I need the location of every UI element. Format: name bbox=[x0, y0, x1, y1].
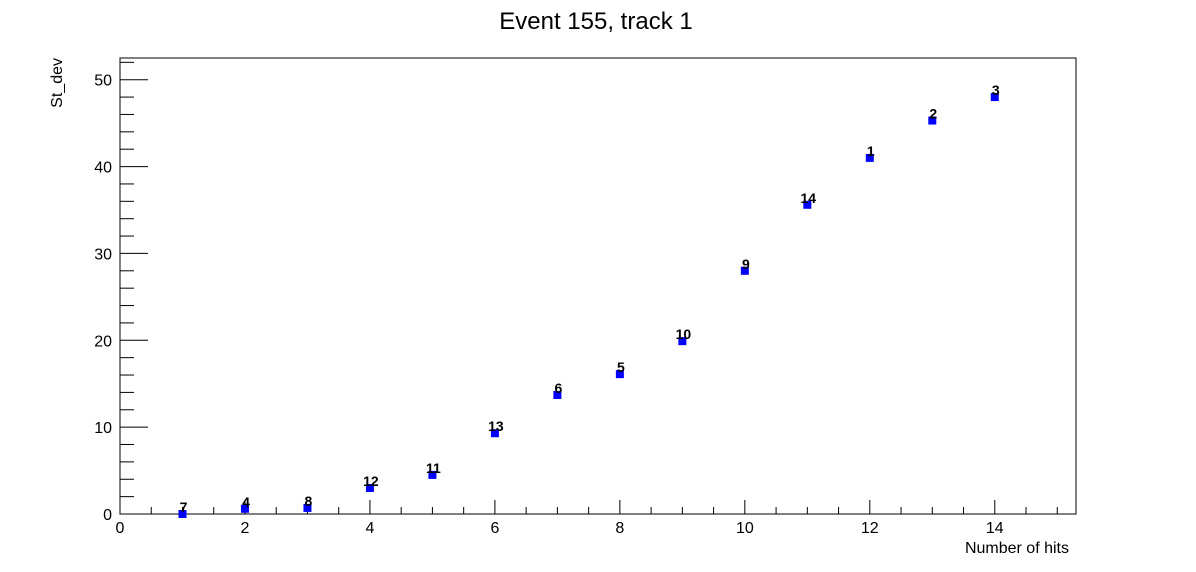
x-axis: 0 2 4 6 8 10 12 14 bbox=[116, 500, 1058, 537]
data-point bbox=[740, 266, 749, 275]
x-tick-label: 6 bbox=[490, 520, 499, 537]
data-point bbox=[678, 337, 687, 346]
data-point bbox=[240, 504, 249, 513]
data-point bbox=[990, 93, 999, 102]
y-tick-label: 0 bbox=[103, 507, 112, 524]
y-tick-label: 10 bbox=[94, 420, 112, 437]
data-point-label: 12 bbox=[363, 473, 379, 489]
data-point bbox=[803, 200, 812, 209]
x-tick-label: 0 bbox=[116, 520, 125, 537]
y-tick-label: 50 bbox=[94, 73, 112, 90]
data-point-label: 11 bbox=[426, 460, 441, 476]
data-point-label: 13 bbox=[488, 418, 504, 434]
data-point bbox=[865, 153, 874, 162]
y-axis-title: St_dev bbox=[49, 58, 66, 108]
data-point bbox=[303, 503, 312, 512]
data-point-label: 5 bbox=[617, 359, 625, 375]
data-point bbox=[428, 470, 437, 479]
data-point-label: 2 bbox=[929, 106, 937, 122]
y-tick-label: 20 bbox=[94, 333, 112, 350]
data-point-label: 1 bbox=[867, 143, 875, 159]
data-point-label: 10 bbox=[676, 326, 692, 342]
data-point bbox=[178, 510, 187, 518]
chart-title: Event 155, track 1 bbox=[499, 8, 692, 35]
x-tick-label: 2 bbox=[241, 520, 250, 537]
data-point-label: 6 bbox=[554, 380, 562, 396]
y-axis: 0 10 20 30 40 50 bbox=[94, 61, 148, 524]
data-point-label: 8 bbox=[305, 493, 313, 509]
data-point-label: 14 bbox=[801, 190, 817, 206]
y-tick-label: 30 bbox=[94, 246, 112, 263]
data-point bbox=[928, 116, 937, 125]
data-point bbox=[615, 370, 624, 379]
x-tick-label: 8 bbox=[615, 520, 624, 537]
data-point bbox=[553, 391, 562, 400]
x-tick-label: 4 bbox=[365, 520, 374, 537]
data-point bbox=[365, 483, 374, 492]
x-axis-title: Number of hits bbox=[965, 540, 1069, 557]
data-point-label: 4 bbox=[242, 494, 250, 510]
data-point-label: 9 bbox=[742, 256, 750, 272]
plot-frame bbox=[119, 57, 1077, 515]
x-tick-label: 10 bbox=[736, 520, 754, 537]
data-point bbox=[490, 429, 499, 438]
data-point-label: 7 bbox=[180, 499, 188, 515]
data-point-label: 3 bbox=[992, 82, 1000, 98]
x-tick-label: 14 bbox=[986, 520, 1004, 537]
x-tick-label: 12 bbox=[861, 520, 879, 537]
y-tick-label: 40 bbox=[94, 160, 112, 177]
